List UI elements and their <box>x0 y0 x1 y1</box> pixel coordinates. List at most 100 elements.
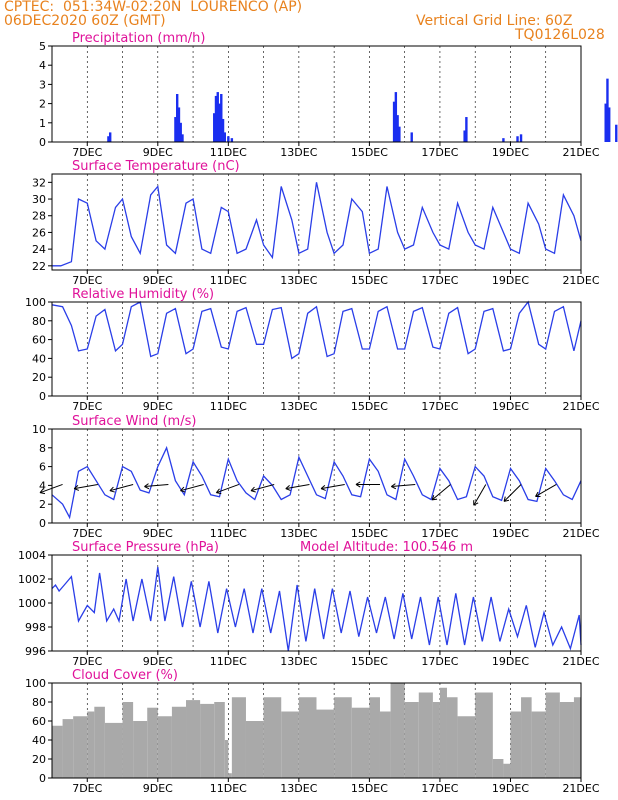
x-tick-label: 7DEC <box>72 274 102 287</box>
x-tick-label: 11DEC <box>210 400 247 413</box>
cloud-cover-bar <box>224 740 229 778</box>
panel-title: Surface Wind (m/s) <box>72 414 196 429</box>
y-tick-label: 20 <box>32 753 46 766</box>
y-tick-label: 100 <box>25 296 46 309</box>
x-tick-label: 15DEC <box>351 527 388 540</box>
cloud-cover-bar <box>94 706 105 778</box>
x-tick-label: 9DEC <box>143 527 173 540</box>
cloud-cover-bar <box>503 763 511 778</box>
y-tick-label: 60 <box>32 715 46 728</box>
precip-bar <box>223 132 227 142</box>
x-tick-label: 11DEC <box>210 274 247 287</box>
y-tick-label: 998 <box>25 621 46 634</box>
precip-bar <box>107 136 110 142</box>
x-tick-label: 13DEC <box>280 400 317 413</box>
wind-arrow <box>250 483 275 493</box>
x-tick-label: 19DEC <box>492 655 529 668</box>
y-tick-label: 24 <box>32 243 46 256</box>
cloud-cover-bar <box>379 711 391 778</box>
wind-arrow <box>355 481 380 488</box>
plot-frame <box>51 428 582 524</box>
x-tick-label: 15DEC <box>351 655 388 668</box>
x-tick-label: 21DEC <box>562 782 599 795</box>
x-tick-label: 19DEC <box>492 274 529 287</box>
x-tick-label: 13DEC <box>280 274 317 287</box>
panel-3: 0 2 4 6 8 10 7DEC 9DEC 11DEC 13DEC 15DEC 17DEC 19DEC… <box>32 414 600 540</box>
cloud-cover-bar <box>214 702 225 778</box>
y-tick-label: 20 <box>32 371 46 384</box>
x-tick-label: 17DEC <box>421 400 458 413</box>
panel-1: 22 24 26 28 30 32 7DEC 9DEC 11DEC 13DEC 15DEC 17DEC… <box>32 159 600 287</box>
x-tick-label: 7DEC <box>72 400 102 413</box>
cloud-cover-bar <box>104 722 123 778</box>
x-tick-label: 19DEC <box>492 400 529 413</box>
cloud-cover-bar <box>62 719 74 778</box>
cloud-cover-bar <box>263 697 282 778</box>
y-tick-label: 32 <box>32 176 46 189</box>
precip-bar <box>606 78 609 142</box>
panel-title: Surface Temperature (nC) <box>72 159 240 174</box>
header-location: CPTEC: 051:34W-02:20N LOURENCO (AP) <box>4 0 303 15</box>
x-tick-label: 11DEC <box>210 527 247 540</box>
x-tick-label: 17DEC <box>421 274 458 287</box>
cloud-cover-bar <box>334 697 352 778</box>
x-tick-label: 17DEC <box>421 782 458 795</box>
precip-bar <box>394 92 398 142</box>
precip-bar <box>465 117 468 142</box>
cloud-cover-bar <box>457 716 476 778</box>
y-tick-label: 30 <box>32 193 46 206</box>
x-tick-label: 7DEC <box>72 527 102 540</box>
y-tick-label: 40 <box>32 734 46 747</box>
y-tick-label: 1000 <box>18 597 46 610</box>
y-tick-label: 28 <box>32 210 46 223</box>
y-tick-label: 3 <box>39 78 46 91</box>
x-tick-label: 11DEC <box>210 146 247 159</box>
x-tick-label: 21DEC <box>562 400 599 413</box>
panel-title: Surface Pressure (hPa) <box>72 540 219 555</box>
x-tick-label: 9DEC <box>143 274 173 287</box>
x-tick-label: 15DEC <box>351 274 388 287</box>
x-tick-label: 13DEC <box>280 655 317 668</box>
precip-bar <box>396 115 399 142</box>
precip-bar <box>218 103 221 142</box>
cloud-cover-bar <box>171 706 187 778</box>
x-tick-label: 7DEC <box>72 655 102 668</box>
x-tick-label: 9DEC <box>143 782 173 795</box>
x-tick-label: 13DEC <box>280 146 317 159</box>
precip-bar <box>175 94 179 142</box>
cloud-cover-bar <box>147 707 158 778</box>
precip-bar <box>519 134 523 142</box>
precip-bar <box>181 134 184 142</box>
x-tick-label: 17DEC <box>421 655 458 668</box>
x-tick-label: 9DEC <box>143 146 173 159</box>
x-tick-label: 11DEC <box>210 655 247 668</box>
y-tick-label: 1004 <box>18 549 46 562</box>
cloud-cover-bar <box>446 697 458 778</box>
y-tick-label: 10 <box>32 423 46 436</box>
cloud-cover-bar <box>418 692 433 778</box>
panel-subtitle: Model Altitude: 100.546 m <box>300 540 473 555</box>
header-model: TQ0126L028 <box>515 27 605 43</box>
wind-arrow <box>431 484 451 501</box>
header-date: 06DEC2020 60Z (GMT) <box>4 13 166 29</box>
cloud-cover-bar <box>510 711 522 778</box>
x-tick-label: 21DEC <box>562 655 599 668</box>
cloud-cover-bar <box>432 702 440 778</box>
x-tick-label: 11DEC <box>210 782 247 795</box>
panel-0: 0 1 2 3 4 5 7DEC 9DEC 11DEC 13DEC 15DEC 17DEC 19DEC 2… <box>39 31 618 159</box>
precip-bar <box>463 130 466 142</box>
plot-frame <box>51 301 582 397</box>
cloud-cover-bar <box>439 687 447 778</box>
precip-bar <box>213 113 216 142</box>
precip-bar <box>177 107 181 142</box>
y-tick-label: 80 <box>32 315 46 328</box>
x-tick-label: 13DEC <box>280 527 317 540</box>
y-tick-label: 40 <box>32 352 46 365</box>
x-tick-label: 17DEC <box>421 146 458 159</box>
x-tick-label: 7DEC <box>72 782 102 795</box>
y-tick-label: 8 <box>39 442 46 455</box>
cloud-cover-bar <box>231 697 246 778</box>
y-tick-label: 0 <box>39 136 46 149</box>
cloud-cover-bar <box>369 697 380 778</box>
